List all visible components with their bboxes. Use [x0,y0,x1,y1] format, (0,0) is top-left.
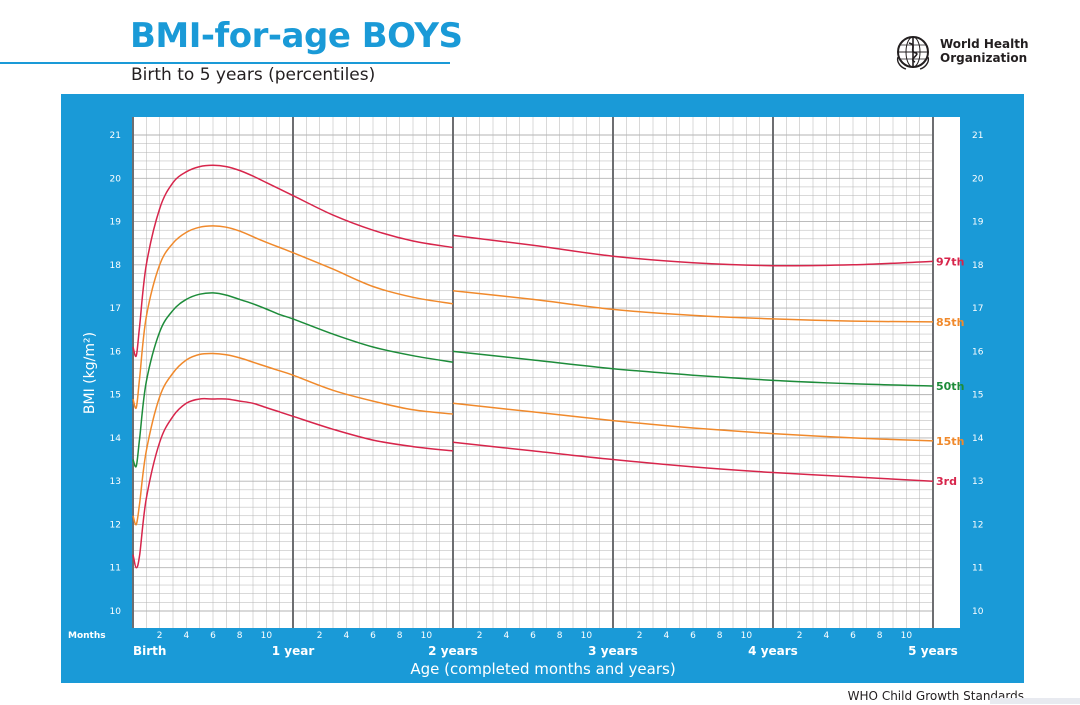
percentile-curve-50th [132,292,454,468]
x-tick-label-month: 2 [317,631,323,641]
y-tick-label-right: 21 [972,131,983,141]
y-tick-label-left: 15 [110,391,121,401]
y-tick-label-left: 21 [110,131,121,141]
series-label-85th: 85th [936,316,964,329]
percentile-curve-3rd [452,441,934,482]
percentile-curve-97th [132,164,454,358]
y-tick-label-right: 11 [972,564,983,574]
percentile-curve-85th [132,225,454,410]
x-tick-label-year: 5 years [908,644,958,658]
percentile-curve-85th [452,290,934,323]
page-subtitle: Birth to 5 years (percentiles) [131,65,376,85]
x-tick-label-month: 8 [717,631,723,641]
x-tick-label-month: 10 [261,631,273,641]
x-tick-label-year: 2 years [428,644,478,658]
x-tick-label-month: 10 [901,631,913,641]
x-tick-label-month: 4 [343,631,349,641]
x-tick-label-month: 2 [797,631,803,641]
x-tick-label-month: 4 [663,631,669,641]
percentile-curve-3rd [132,397,454,569]
x-tick-label-month: 6 [530,631,536,641]
x-tick-label-month: 2 [157,631,163,641]
y-tick-label-right: 16 [972,347,984,357]
y-tick-label-left: 13 [110,477,121,487]
who-wordmark: World Health Organization [940,37,1029,65]
x-tick-label-month: 6 [370,631,376,641]
y-tick-label-right: 10 [972,607,984,617]
x-tick-label-month: 10 [741,631,753,641]
y-tick-label-left: 11 [110,564,121,574]
series-label-97th: 97th [936,255,964,268]
y-tick-label-right: 19 [972,218,984,228]
plot-area: 10 10 11 11 12 12 13 13 14 14 15 15 16 16 17 17 18 18 19 19… [110,117,984,658]
y-tick-label-left: 20 [110,174,122,184]
y-tick-label-left: 19 [110,218,122,228]
x-tick-label-month: 10 [421,631,433,641]
percentile-curve-15th [132,352,454,526]
x-tick-label-year: Birth [133,644,166,658]
x-tick-label-year: 4 years [748,644,798,658]
x-tick-label-month: 6 [690,631,696,641]
y-tick-label-right: 13 [972,477,983,487]
y-tick-label-left: 10 [110,607,122,617]
percentile-curve-97th [452,234,934,267]
who-wordmark-line1: World Health [940,37,1029,51]
y-axis-title: BMI (kg/m²) [82,332,98,414]
y-tick-label-left: 17 [110,304,121,314]
x-tick-label-month: 8 [877,631,883,641]
y-tick-label-right: 14 [972,434,984,444]
series-label-3rd: 3rd [936,475,957,488]
x-tick-label-month: 4 [823,631,829,641]
who-logo: World Health Organization [894,33,1030,73]
x-tick-label-month: 2 [477,631,483,641]
series-label-15th: 15th [936,435,964,448]
series-label-50th: 50th [936,380,964,393]
y-tick-label-right: 18 [972,261,984,271]
y-tick-label-left: 18 [110,261,122,271]
y-tick-label-left: 14 [110,434,122,444]
x-tick-label-year: 1 year [272,644,315,658]
x-tick-label-month: 2 [637,631,643,641]
title-underline [0,62,450,64]
x-tick-label-month: 10 [581,631,593,641]
y-tick-label-right: 17 [972,304,983,314]
x-tick-label-month: 8 [397,631,403,641]
x-tick-label-month: 4 [183,631,189,641]
y-tick-label-right: 15 [972,391,983,401]
percentile-curve-50th [452,350,934,387]
y-tick-label-right: 12 [972,520,983,530]
x-unit-label: Months [68,631,106,641]
x-tick-label-month: 8 [237,631,243,641]
x-tick-label-month: 8 [557,631,563,641]
x-tick-label-month: 4 [503,631,509,641]
percentile-curve-15th [452,402,934,442]
x-tick-label-month: 6 [210,631,216,641]
y-tick-label-left: 12 [110,520,121,530]
y-tick-label-right: 20 [972,174,984,184]
footer-divider [990,698,1080,704]
x-axis-title: Age (completed months and years) [410,660,675,678]
page-title: BMI-for-age BOYS [130,16,463,56]
who-emblem-icon [896,36,930,70]
x-tick-label-year: 3 years [588,644,638,658]
y-tick-label-left: 16 [110,347,122,357]
x-tick-label-month: 6 [850,631,856,641]
who-wordmark-line2: Organization [940,51,1028,65]
footer-note: WHO Child Growth Standards [847,689,1024,703]
